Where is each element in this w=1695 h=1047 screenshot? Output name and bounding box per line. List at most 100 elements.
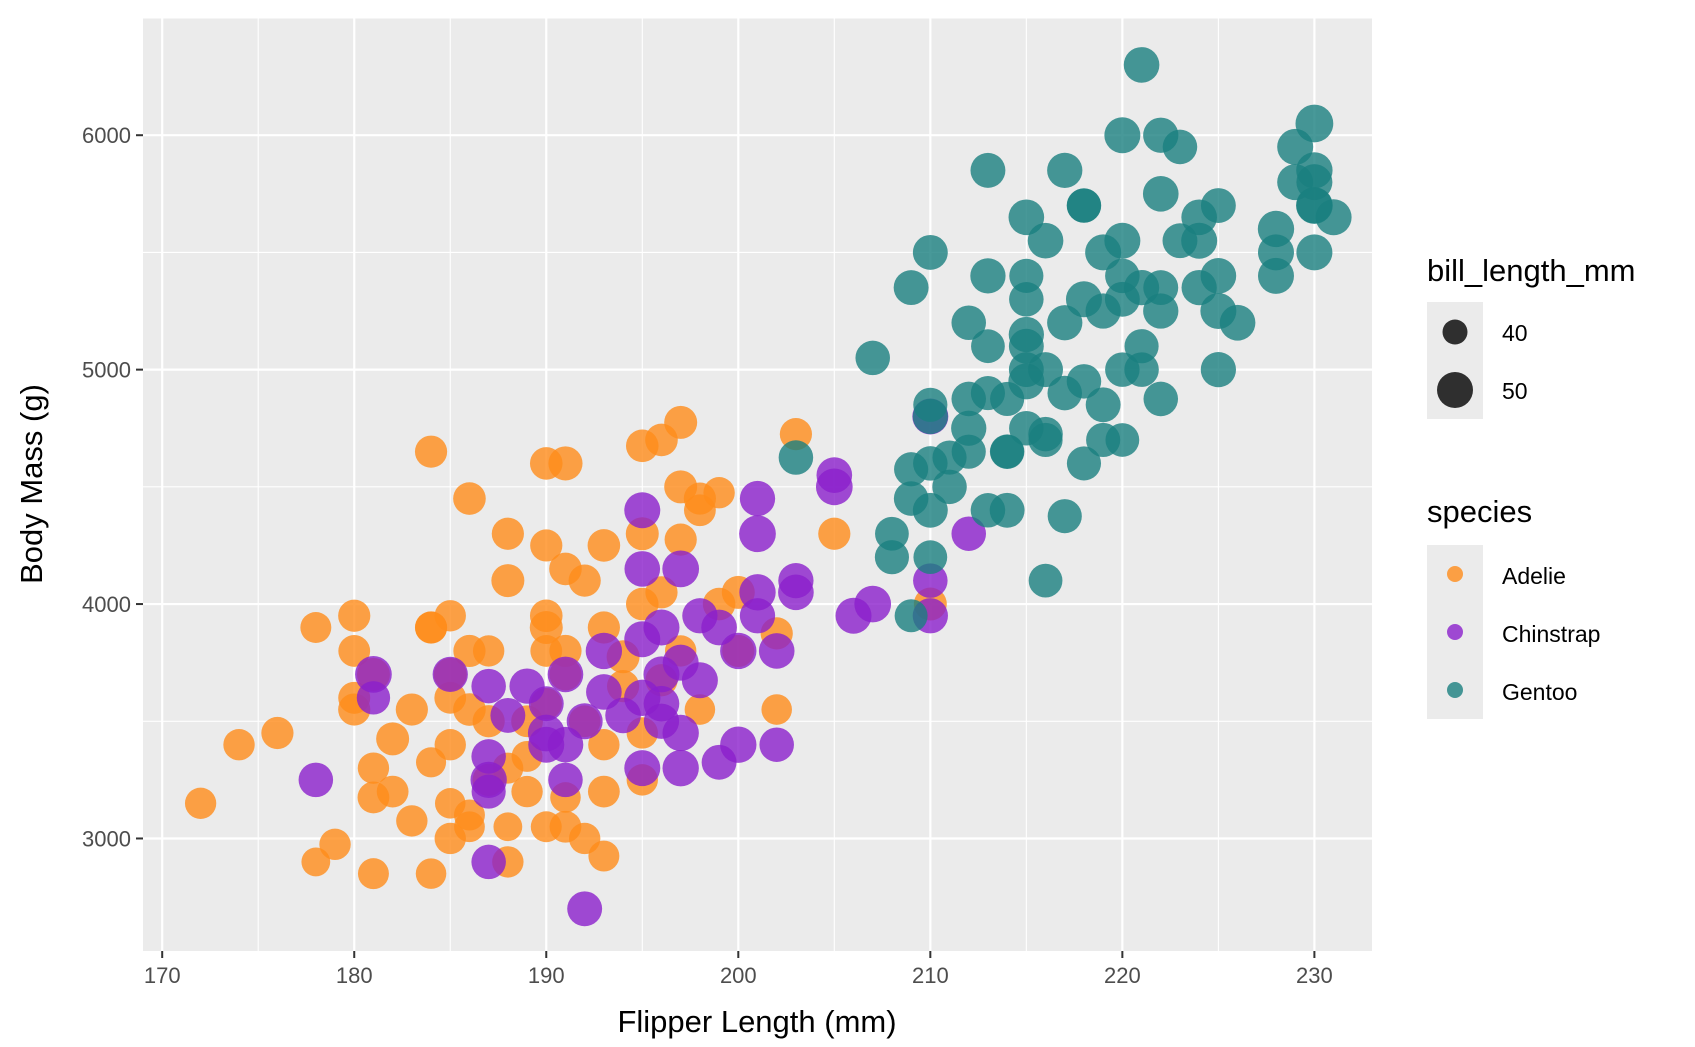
- point-adelie: [414, 435, 448, 468]
- point-chinstrap: [624, 492, 661, 529]
- point-adelie: [818, 517, 851, 550]
- point-gentoo: [1105, 423, 1140, 457]
- point-gentoo: [1181, 222, 1218, 259]
- point-gentoo: [1066, 364, 1102, 399]
- point-gentoo: [951, 434, 986, 469]
- point-gentoo: [1066, 188, 1102, 223]
- point-chinstrap: [585, 632, 623, 670]
- point-adelie: [357, 752, 390, 784]
- x-axis-title: Flipper Length (mm): [617, 1004, 896, 1039]
- point-chinstrap: [739, 574, 776, 611]
- point-gentoo: [1104, 222, 1141, 259]
- x-tick-label: 170: [144, 963, 181, 988]
- point-chinstrap: [548, 762, 583, 798]
- point-adelie: [434, 729, 466, 761]
- point-gentoo: [1027, 222, 1064, 259]
- point-adelie: [338, 599, 371, 632]
- point-chinstrap: [758, 633, 795, 669]
- species-legend-key-adelie: [1447, 566, 1463, 582]
- point-adelie: [415, 858, 447, 889]
- x-tick-label: 180: [336, 963, 373, 988]
- y-tick-label: 4000: [82, 592, 131, 617]
- y-axis: 3000 4000 5000 6000: [82, 123, 143, 851]
- point-gentoo: [1142, 175, 1179, 212]
- point-chinstrap: [624, 551, 661, 587]
- x-tick-label: 210: [912, 963, 949, 988]
- size-legend-label-50: 50: [1502, 378, 1528, 404]
- point-adelie: [703, 477, 735, 509]
- point-gentoo: [1008, 328, 1044, 364]
- point-gentoo: [875, 516, 909, 551]
- point-gentoo: [951, 410, 987, 446]
- point-chinstrap: [471, 668, 506, 704]
- point-adelie: [493, 812, 523, 842]
- point-chinstrap: [471, 844, 506, 880]
- point-chinstrap: [490, 697, 526, 733]
- point-adelie: [684, 694, 716, 725]
- point-chinstrap: [662, 749, 699, 787]
- point-gentoo: [1219, 304, 1256, 341]
- point-adelie: [511, 775, 543, 808]
- x-tick-label: 220: [1104, 963, 1141, 988]
- point-gentoo: [1257, 234, 1294, 271]
- grid-minor: [143, 17, 1372, 951]
- point-gentoo: [874, 540, 909, 575]
- point-chinstrap: [643, 609, 680, 646]
- species-legend-label-chinstrap: Chinstrap: [1502, 621, 1600, 647]
- point-adelie: [588, 840, 620, 872]
- point-adelie: [184, 787, 217, 819]
- size-legend-key-50: [1437, 372, 1473, 408]
- point-gentoo: [893, 270, 929, 306]
- point-adelie: [587, 529, 621, 562]
- point-chinstrap: [528, 686, 564, 722]
- point-gentoo: [1047, 152, 1083, 189]
- point-gentoo: [1143, 381, 1179, 417]
- point-gentoo: [932, 469, 967, 505]
- point-gentoo: [1066, 446, 1102, 481]
- point-gentoo: [1124, 352, 1159, 387]
- point-adelie: [319, 828, 351, 861]
- point-gentoo: [1200, 188, 1236, 223]
- point-adelie: [472, 635, 505, 667]
- point-chinstrap: [643, 685, 680, 722]
- point-gentoo: [1009, 258, 1044, 293]
- point-adelie: [568, 564, 601, 597]
- point-gentoo: [971, 329, 1005, 364]
- point-chinstrap: [681, 662, 718, 699]
- x-tick-label: 230: [1296, 963, 1333, 988]
- point-chinstrap: [355, 656, 392, 693]
- point-gentoo: [989, 492, 1025, 528]
- size-legend-label-40: 40: [1502, 320, 1528, 346]
- point-gentoo: [1123, 47, 1160, 83]
- size-legend-key-40: [1442, 319, 1468, 345]
- point-adelie: [223, 729, 255, 761]
- point-gentoo: [1162, 129, 1198, 165]
- point-adelie: [454, 811, 485, 843]
- point-chinstrap: [567, 891, 603, 927]
- point-gentoo: [1104, 117, 1141, 154]
- point-adelie: [664, 405, 698, 439]
- y-tick-label: 3000: [82, 826, 131, 851]
- point-adelie: [548, 446, 583, 481]
- point-gentoo: [778, 440, 814, 475]
- point-chinstrap: [759, 727, 794, 762]
- point-chinstrap: [662, 550, 700, 588]
- point-adelie: [453, 482, 486, 515]
- point-adelie: [529, 599, 563, 633]
- point-adelie: [395, 693, 428, 726]
- point-gentoo: [1143, 293, 1179, 329]
- point-chinstrap: [720, 632, 757, 670]
- point-gentoo: [1028, 352, 1063, 388]
- size-legend: bill_length_mm 40 50: [1427, 253, 1636, 419]
- point-gentoo: [1296, 234, 1333, 271]
- point-adelie: [664, 523, 697, 556]
- point-gentoo: [913, 387, 948, 422]
- point-chinstrap: [547, 656, 584, 693]
- species-legend: species Adelie Chinstrap Gentoo: [1427, 494, 1600, 719]
- point-chinstrap: [739, 515, 776, 553]
- point-adelie: [376, 775, 409, 808]
- x-tick-label: 200: [720, 963, 757, 988]
- point-chinstrap: [662, 714, 699, 752]
- point-gentoo: [1296, 152, 1333, 189]
- point-chinstrap: [720, 726, 757, 763]
